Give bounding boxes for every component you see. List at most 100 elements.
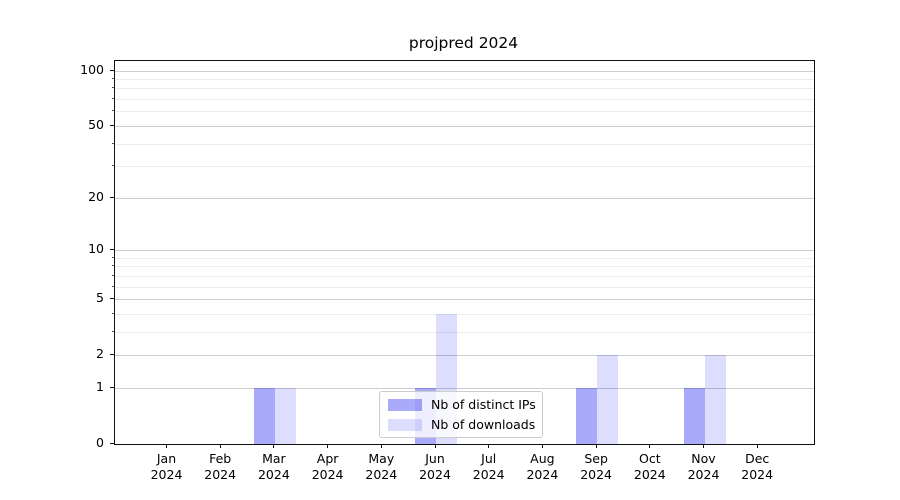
grid-line-minor [115,275,814,277]
x-tick-mark [541,444,543,448]
y-tick-mark [110,248,114,250]
x-tick-year: 2024 [741,467,774,482]
y-minor-tick-mark [111,110,114,112]
x-tick-month: Mar [262,451,286,466]
x-tick-month: Jan [156,451,177,466]
x-tick-month: Sep [584,451,608,466]
x-tick-mark [273,444,275,448]
bar-distinct-ips [253,387,275,444]
x-tick-label: May 2024 [349,451,413,483]
legend-label-downloads: Nb of downloads [431,417,536,432]
y-tick-mark [110,386,114,388]
x-tick-label: Mar 2024 [242,451,306,483]
y-minor-tick-mark [111,256,114,258]
x-tick-label: Sep 2024 [564,451,628,483]
gridlines-layer [115,61,814,444]
bar-downloads [704,355,726,444]
x-tick-month: Oct [638,451,661,466]
x-tick-month: May [368,451,395,466]
x-tick-mark [595,444,597,448]
x-tick-year: 2024 [365,467,398,482]
grid-line-minor [115,257,814,259]
x-tick-year: 2024 [150,467,183,482]
y-minor-tick-mark [111,312,114,314]
x-tick-year: 2024 [311,467,344,482]
x-tick-month: Jul [481,451,497,466]
y-tick-label: 100 [80,61,104,77]
x-tick-mark [649,444,651,448]
chart-title: projpred 2024 [408,34,519,52]
y-minor-tick-mark [111,285,114,287]
x-tick-label: Apr 2024 [296,451,360,483]
x-tick-label: Jan 2024 [135,451,199,483]
grid-line-major [115,197,814,199]
legend-item-distinct-ips: Nb of distinct IPs [388,397,536,412]
grid-line-minor [115,331,814,333]
grid-line-minor [115,266,814,268]
x-tick-mark [380,444,382,448]
y-tick-mark [110,69,114,71]
grid-line-major [115,355,814,357]
bar-distinct-ips [576,387,598,444]
x-tick-year: 2024 [526,467,559,482]
grid-line-major [115,70,814,72]
x-tick-label: Oct 2024 [618,451,682,483]
grid-line-minor [115,313,814,315]
grid-line-major [115,125,814,127]
bar-downloads [597,355,619,444]
x-tick-year: 2024 [257,467,290,482]
grid-line-minor [115,99,814,100]
y-tick-label: 1 [96,378,104,394]
grid-line-major [115,299,814,300]
x-tick-mark [166,444,167,448]
bars-layer [115,61,814,444]
y-tick-label: 10 [88,240,104,256]
y-minor-tick-mark [111,330,114,332]
grid-line-minor [115,88,814,90]
y-minor-tick-mark [111,274,114,276]
y-tick-label: 50 [88,116,104,132]
x-tick-month: Aug [530,451,555,466]
y-tick-mark [110,298,114,299]
grid-line-minor [115,79,814,80]
bar-downloads [274,387,296,444]
x-tick-month: Jun [425,451,445,466]
x-tick-year: 2024 [687,467,720,482]
plot-area: Nb of distinct IPs Nb of downloads [114,60,815,445]
x-tick-mark [488,444,490,448]
x-tick-mark [327,444,329,448]
x-tick-month: Apr [316,451,339,466]
y-minor-tick-mark [111,78,114,79]
x-tick-month: Nov [691,451,716,466]
y-tick-label: 20 [88,188,104,204]
legend-label-distinct-ips: Nb of distinct IPs [431,397,536,412]
grid-line-major [115,387,814,389]
legend: Nb of distinct IPs Nb of downloads [379,391,543,438]
legend-swatch-distinct-ips [388,398,422,411]
x-tick-year: 2024 [580,467,612,482]
x-tick-label: Jun 2024 [403,451,467,483]
x-tick-month: Dec [745,451,770,466]
x-tick-year: 2024 [633,467,666,482]
y-tick-mark [110,443,114,444]
y-tick-mark [110,124,114,126]
x-tick-year: 2024 [419,467,451,482]
y-tick-mark [110,196,114,198]
y-tick-label: 0 [96,435,104,450]
x-tick-label: Jul 2024 [457,451,521,483]
grid-line-minor [115,143,814,145]
bar-distinct-ips [683,387,705,444]
x-tick-label: Dec 2024 [725,451,789,483]
y-minor-tick-mark [111,87,114,89]
grid-line-major [115,249,814,251]
x-tick-label: Aug 2024 [510,451,574,483]
x-tick-mark [434,444,436,448]
y-tick-label: 2 [96,346,104,362]
y-minor-tick-mark [111,98,114,99]
x-tick-mark [219,444,221,448]
x-tick-label: Feb 2024 [188,451,252,483]
x-tick-year: 2024 [204,467,237,482]
grid-line-minor [115,111,814,113]
y-tick-mark [110,354,114,356]
